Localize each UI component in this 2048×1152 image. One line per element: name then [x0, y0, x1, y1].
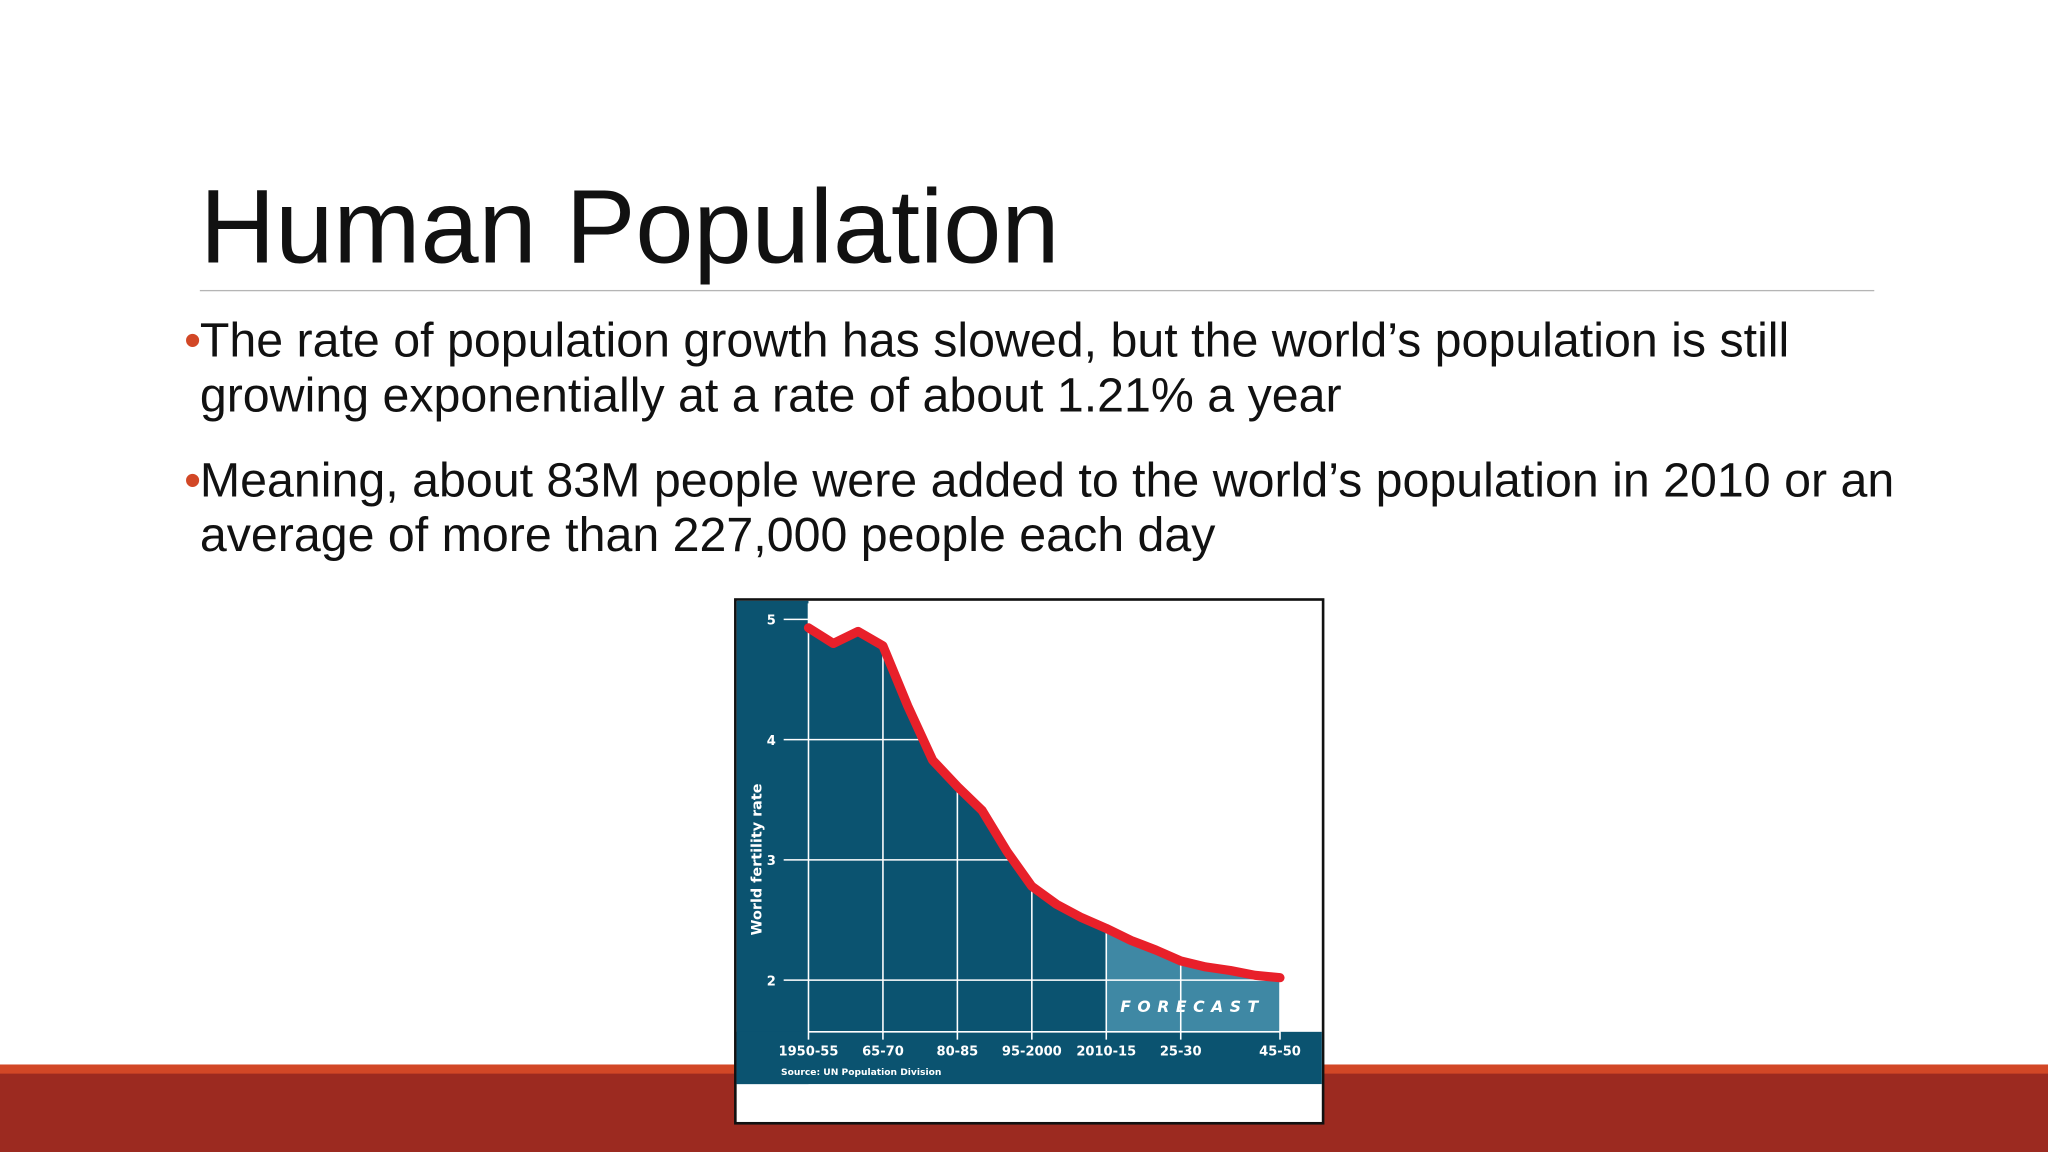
plot-margin [736, 600, 809, 1085]
title-rule [199, 289, 1875, 292]
x-tick-label: 80-85 [937, 1044, 979, 1059]
x-tick-label: 95-2000 [1002, 1044, 1062, 1059]
y-tick-label: 4 [767, 734, 776, 749]
source-note: Source: UN Population Division [781, 1068, 941, 1078]
x-tick-label: 1950-55 [779, 1044, 839, 1059]
forecast-label: FORECAST [1120, 997, 1265, 1016]
x-tick-label: 65-70 [862, 1044, 904, 1059]
y-tick-label: 3 [767, 854, 776, 869]
area-fill [808, 627, 1280, 1032]
bullet: The rate of population growth has slowed… [184, 313, 1898, 423]
bullet-list: The rate of population growth has slowed… [184, 313, 1898, 593]
y-tick-label: 2 [767, 974, 776, 989]
axis-band [736, 1031, 1322, 1085]
x-tick-label: 25-30 [1160, 1044, 1202, 1059]
x-tick-label: 45-50 [1259, 1044, 1301, 1059]
slide-title: Human Population [199, 168, 1060, 285]
bullet: Meaning, about 83M people were added to … [184, 453, 1898, 563]
data-line [803, 623, 1285, 983]
y-axis-label: World fertility rate [749, 783, 765, 935]
y-tick-label: 5 [767, 614, 776, 629]
x-tick-label: 2010-15 [1076, 1044, 1136, 1059]
